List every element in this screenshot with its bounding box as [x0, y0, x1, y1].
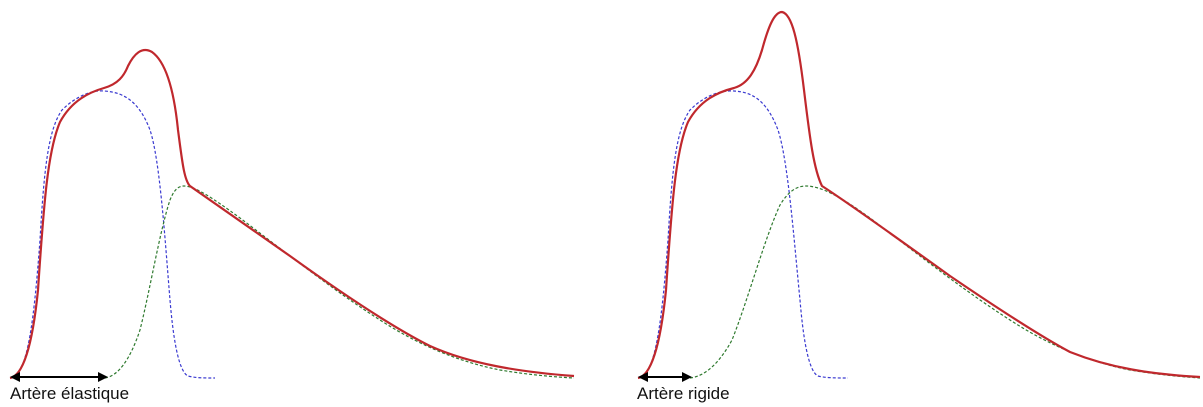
reflected-wave-elastic — [104, 185, 575, 379]
total-wave-elastic — [9, 48, 575, 380]
label-rigid-artery: Artère rigide — [637, 384, 730, 403]
total-wave-rigid — [637, 10, 1201, 380]
forward-wave-elastic — [11, 90, 216, 379]
reflected-wave-rigid — [689, 185, 1201, 379]
panel-elastic — [9, 48, 575, 382]
label-elastic-artery: Artère élastique — [10, 384, 130, 403]
panel-rigid — [637, 10, 1201, 382]
forward-wave-rigid — [639, 90, 849, 379]
